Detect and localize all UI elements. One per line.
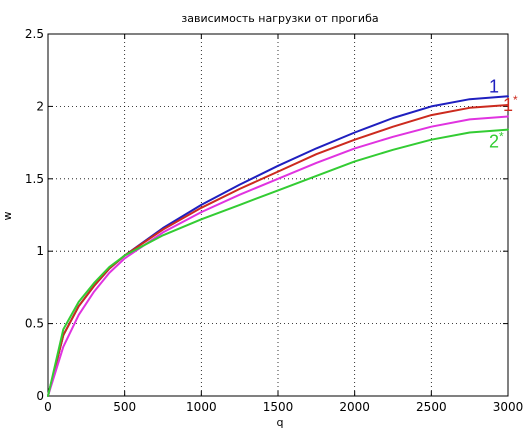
chart-title: зависимость нагрузки от прогиба	[181, 12, 378, 25]
curve-label-superscript: *	[499, 130, 504, 144]
curve-label-1: 1	[489, 76, 499, 96]
x-tick-label: 0	[44, 400, 52, 414]
y-tick-label: 0.5	[25, 317, 44, 331]
y-axis-label: w	[1, 212, 14, 221]
x-tick-label: 2500	[416, 400, 447, 414]
series-line-4	[47, 128, 509, 397]
x-tick-label: 1000	[186, 400, 217, 414]
y-tick-label: 1	[36, 244, 44, 258]
x-tick-label: 2000	[339, 400, 370, 414]
curve-labels: 11*2*	[489, 76, 518, 151]
grid-lines	[48, 34, 508, 396]
series-line-3	[47, 115, 509, 397]
series-line-2	[47, 104, 509, 397]
curve-label-main: 1	[489, 76, 499, 96]
curve-label-2: 1*	[503, 93, 518, 115]
y-tick-label: 1.5	[25, 172, 44, 186]
x-axis-label: q	[277, 416, 284, 428]
series-lines	[47, 95, 509, 397]
curve-label-main: 2	[489, 132, 499, 152]
curve-label-superscript: *	[513, 93, 518, 107]
x-tick-label: 1500	[263, 400, 294, 414]
curve-label-main: 1	[503, 95, 513, 115]
x-tick-label: 3000	[493, 400, 523, 414]
curve-label-3: 2*	[489, 130, 504, 152]
y-tick-label: 2.5	[25, 27, 44, 41]
x-tick-label: 500	[113, 400, 136, 414]
axis-ticks: 0 500 1000 1500 2000 2500 3000 0 0.5 1 1.5 2 2.5	[25, 27, 523, 414]
y-tick-label: 0	[36, 389, 44, 403]
y-tick-label: 2	[36, 99, 44, 113]
